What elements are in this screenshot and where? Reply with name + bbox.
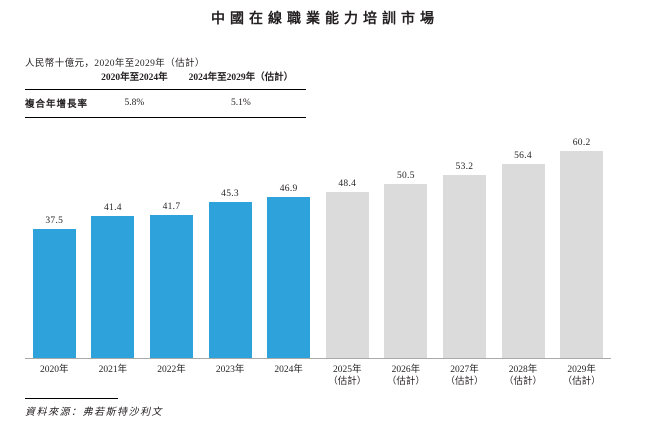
chart-subtitle: 人民幣十億元，2020年至2029年（估計）: [25, 59, 205, 69]
bar-value-label: 37.5: [45, 216, 64, 226]
bar-value-label: 53.2: [455, 162, 474, 172]
bar: [442, 175, 486, 358]
source-note: 資料來源：弗若斯特沙利文: [25, 407, 163, 418]
bar-value-label: 48.4: [338, 179, 357, 189]
bar-value-label: 56.4: [514, 151, 532, 161]
bar-value-label: 60.2: [572, 138, 591, 148]
bar-column: 60.2: [552, 126, 611, 358]
cagr-table: 2020年至2024年 2024年至2029年（估計） 複合年增長率 5.8% …: [25, 69, 306, 118]
bar-value-label: 41.7: [162, 202, 181, 212]
bar: [501, 164, 545, 358]
bar: [325, 192, 369, 358]
bar-chart: 37.5 41.4 41.7 45.3 46.9 48.4 50.5 53.2 56.4 60.2…: [25, 126, 611, 388]
bar-column: 45.3: [201, 126, 260, 358]
bar: [91, 216, 135, 358]
x-axis-label: 2023年: [215, 365, 245, 375]
bar-value-label: 50.5: [396, 171, 415, 181]
cagr-value-row: 複合年增長率 5.8% 5.1%: [25, 89, 306, 118]
cagr-header-period-2: 2024年至2029年（估計）: [175, 69, 306, 90]
x-axis-label: 2025年 （估計）: [328, 365, 367, 387]
bar: [32, 229, 76, 358]
plot-area: 37.5 41.4 41.7 45.3 46.9 48.4 50.5 53.2 56.4 60.2: [25, 126, 611, 359]
x-axis-label: 2029年 （估計）: [562, 365, 601, 387]
cagr-header-empty: [25, 69, 93, 90]
bar-column: 41.7: [142, 126, 201, 358]
cagr-value-1: 5.8%: [93, 89, 176, 118]
bar: [149, 215, 193, 358]
cagr-row-label: 複合年增長率: [25, 89, 93, 118]
bar-column: 46.9: [259, 126, 318, 358]
cagr-header-period-1: 2020年至2024年: [93, 69, 176, 90]
x-axis-label: 2020年: [40, 365, 69, 375]
cagr-value-2: 5.1%: [175, 89, 306, 118]
x-axis-label: 2022年: [157, 365, 186, 375]
bar-column: 56.4: [494, 126, 553, 358]
bar: [560, 151, 604, 358]
x-axis-label: 2026年 （估計）: [386, 365, 425, 387]
bar-value-label: 41.4: [103, 203, 122, 213]
source-divider: [25, 398, 118, 399]
x-axis-label: 2021年: [98, 365, 128, 375]
chart-title: 中國在線職業能力培訓市場: [211, 12, 439, 27]
bar: [208, 202, 252, 358]
bar-value-label: 46.9: [279, 184, 298, 194]
bar-column: 41.4: [84, 126, 143, 358]
cagr-header-row: 2020年至2024年 2024年至2029年（估計）: [25, 69, 306, 90]
bar-column: 37.5: [25, 126, 84, 358]
x-axis-label: 2028年 （估計）: [504, 365, 543, 387]
x-axis-label: 2024年: [274, 365, 303, 375]
bar-column: 53.2: [435, 126, 494, 358]
x-axis-label: 2027年 （估計）: [445, 365, 484, 387]
bar-column: 48.4: [318, 126, 377, 358]
bar-value-label: 45.3: [221, 189, 239, 199]
bar-column: 50.5: [377, 126, 436, 358]
bar: [267, 197, 311, 358]
bar: [384, 184, 428, 358]
x-axis-labels: 2020年 2021年 2022年 2023年 2024年 2025年 （估計） 2026年（…: [25, 359, 611, 388]
